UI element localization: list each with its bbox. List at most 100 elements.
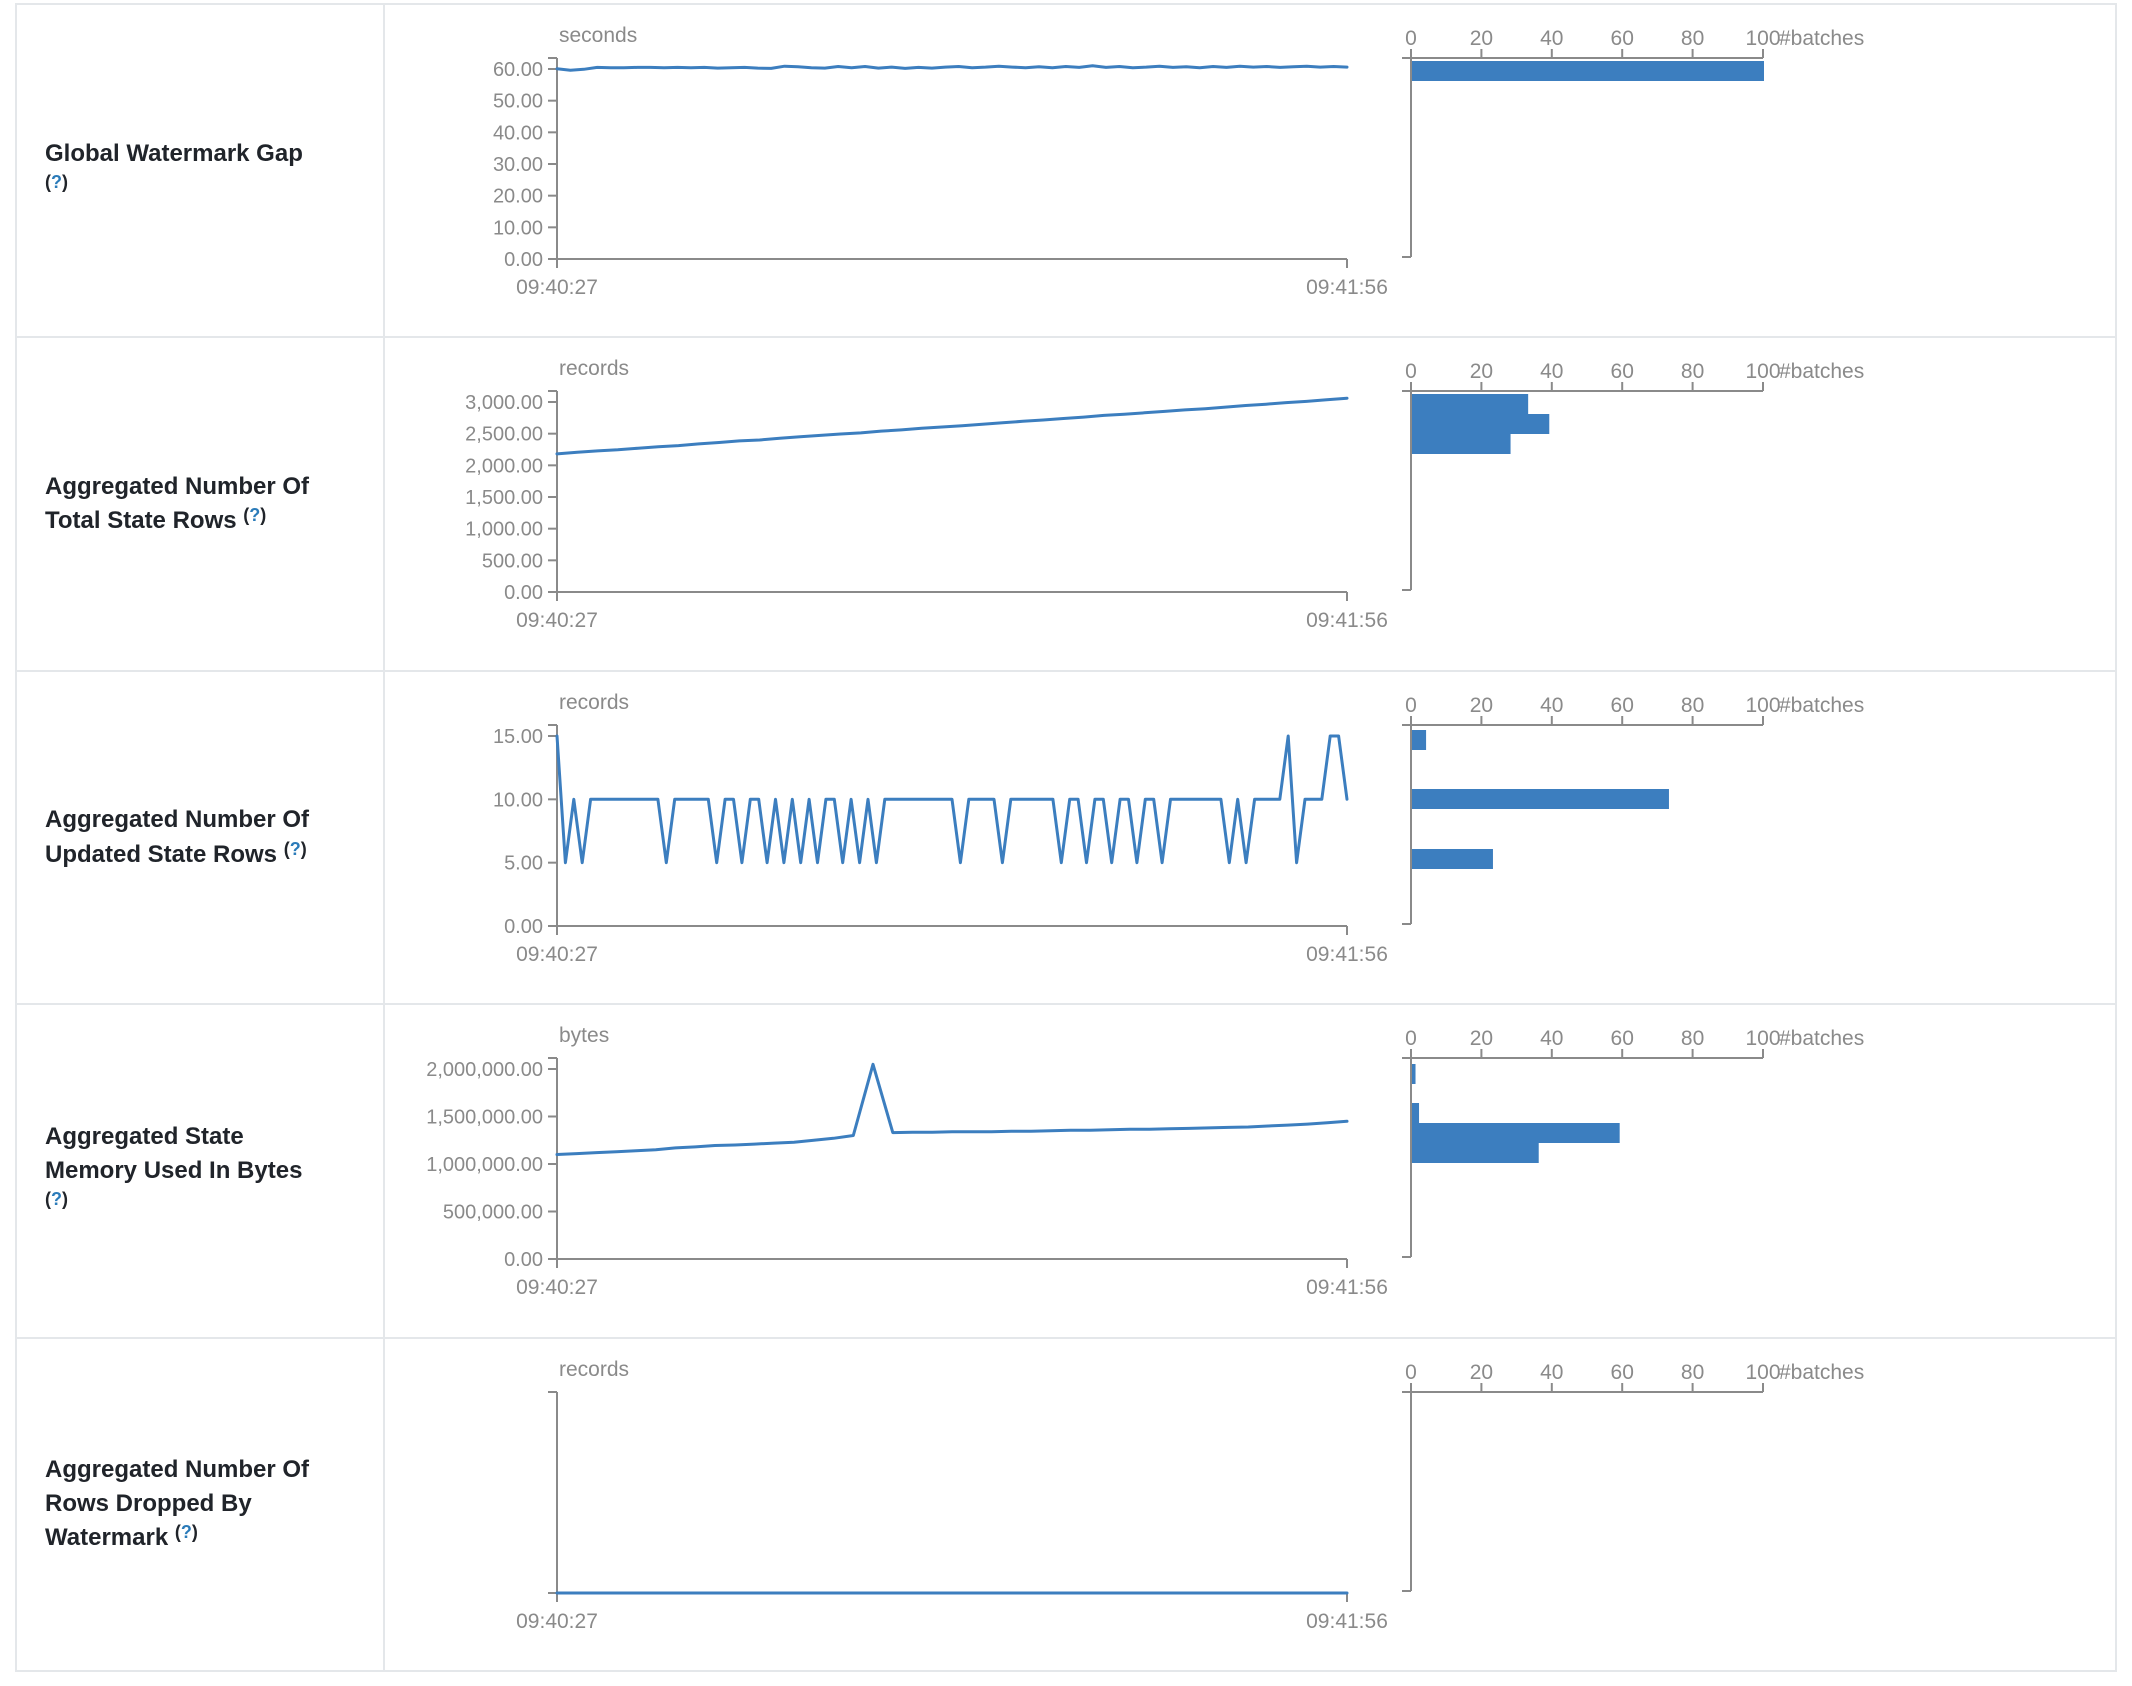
- svg-text:30.00: 30.00: [493, 154, 543, 176]
- help-marker: (?): [45, 171, 68, 192]
- svg-text:60: 60: [1611, 1361, 1634, 1384]
- svg-text:40: 40: [1540, 694, 1563, 717]
- timeline-chart: seconds 60.00 50.00 40.00 30.00 20.00 10.00 0.0…: [493, 24, 1388, 299]
- metric-row-updated-state-rows: Aggregated Number Of Updated State Rows …: [17, 669, 2115, 1004]
- svg-text:#batches: #batches: [1779, 27, 1864, 50]
- metric-label-cell: Aggregated Number Of Rows Dropped By Wat…: [17, 1338, 385, 1671]
- histogram-chart: 0 20 40 60 80 100#batches: [1402, 27, 1864, 258]
- help-marker: (?): [283, 838, 307, 859]
- svg-text:40.00: 40.00: [493, 122, 543, 144]
- svg-text:#batches: #batches: [1779, 1361, 1864, 1384]
- svg-text:0: 0: [1405, 1027, 1417, 1050]
- svg-text:1,000,000.00: 1,000,000.00: [426, 1154, 543, 1176]
- svg-text:20: 20: [1470, 694, 1493, 717]
- svg-text:09:40:27: 09:40:27: [516, 943, 598, 966]
- help-link[interactable]: ?: [51, 1188, 62, 1209]
- metric-label-text: Global Watermark Gap: [45, 139, 303, 167]
- timeline-chart: records 15.00 10.00 5.00 0.00 09:40:27 09:41:5…: [493, 691, 1388, 966]
- svg-text:2,000,000.00: 2,000,000.00: [426, 1059, 543, 1081]
- timeline-chart: records 3,000.00 2,500.00 2,000.00 1,500.00 1…: [465, 357, 1388, 632]
- svg-text:0.00: 0.00: [504, 582, 543, 604]
- metric-label: Global Watermark Gap (?): [45, 137, 330, 205]
- svg-text:500,000.00: 500,000.00: [443, 1202, 543, 1224]
- svg-text:60.00: 60.00: [493, 59, 543, 81]
- svg-text:09:40:27: 09:40:27: [516, 1276, 598, 1299]
- metric-label-text: Aggregated Number Of Updated State Rows: [45, 806, 310, 868]
- svg-text:3,000.00: 3,000.00: [465, 392, 543, 414]
- metric-label-cell: Aggregated Number Of Total State Rows (?…: [17, 338, 385, 670]
- svg-text:09:41:56: 09:41:56: [1306, 1276, 1388, 1299]
- svg-text:60: 60: [1611, 27, 1634, 50]
- svg-text:80: 80: [1681, 1027, 1704, 1050]
- svg-text:0: 0: [1405, 694, 1417, 717]
- svg-text:#batches: #batches: [1779, 694, 1864, 717]
- svg-text:0.00: 0.00: [504, 1249, 543, 1271]
- help-link[interactable]: ?: [289, 838, 301, 859]
- metric-row-total-state-rows: Aggregated Number Of Total State Rows (?…: [17, 336, 2115, 670]
- svg-text:20: 20: [1470, 360, 1493, 383]
- svg-text:09:41:56: 09:41:56: [1306, 276, 1388, 299]
- metric-row-global-watermark-gap: Global Watermark Gap (?) seconds 60.00 50.…: [17, 5, 2115, 337]
- svg-text:100: 100: [1745, 1361, 1780, 1384]
- metric-label: Aggregated Number Of Updated State Rows …: [45, 803, 330, 871]
- svg-text:40: 40: [1540, 27, 1563, 50]
- svg-text:09:40:27: 09:40:27: [516, 276, 598, 299]
- svg-text:0.00: 0.00: [504, 916, 543, 938]
- svg-text:500.00: 500.00: [482, 551, 543, 573]
- help-marker: (?): [174, 1522, 198, 1543]
- metric-label: Aggregated Number Of Total State Rows (?…: [45, 470, 330, 538]
- help-link[interactable]: ?: [249, 505, 261, 526]
- chart-cell: records 15.00 10.00 5.00 0.00 09:40:27 09:41:5…: [385, 672, 2115, 1003]
- svg-text:bytes: bytes: [559, 1024, 609, 1047]
- svg-text:1,500,000.00: 1,500,000.00: [426, 1107, 543, 1129]
- svg-text:records: records: [559, 357, 629, 380]
- svg-text:seconds: seconds: [559, 24, 637, 47]
- svg-text:1,000.00: 1,000.00: [465, 519, 543, 541]
- svg-text:100: 100: [1745, 1027, 1780, 1050]
- chart-cell: seconds 60.00 50.00 40.00 30.00 20.00 10.00 0.0…: [385, 5, 2115, 336]
- help-marker: (?): [45, 1188, 68, 1209]
- histogram-chart: 0 20 40 60 80 100#batches: [1402, 1361, 1864, 1592]
- metric-row-state-memory-used: Aggregated State Memory Used In Bytes (?…: [17, 1003, 2115, 1337]
- svg-text:2,000.00: 2,000.00: [465, 456, 543, 478]
- svg-text:09:41:56: 09:41:56: [1306, 1610, 1388, 1633]
- svg-text:records: records: [559, 691, 629, 714]
- svg-text:100: 100: [1745, 694, 1780, 717]
- svg-text:10.00: 10.00: [493, 217, 543, 239]
- svg-text:0: 0: [1405, 360, 1417, 383]
- svg-text:100: 100: [1745, 360, 1780, 383]
- chart-cell: records 09:40:27 09:41:56 0 20 40 60 80 100 #bat…: [385, 1339, 2115, 1670]
- metric-label-cell: Global Watermark Gap (?): [17, 5, 385, 337]
- metric-label-text: Aggregated Number Of Total State Rows: [45, 473, 310, 535]
- svg-text:40: 40: [1540, 360, 1563, 383]
- svg-text:20: 20: [1470, 27, 1493, 50]
- metric-label: Aggregated Number Of Rows Dropped By Wat…: [45, 1453, 330, 1555]
- svg-text:40: 40: [1540, 1027, 1563, 1050]
- metric-label-text: Aggregated Number Of Rows Dropped By Wat…: [45, 1456, 310, 1552]
- help-marker: (?): [243, 505, 267, 526]
- svg-text:60: 60: [1611, 694, 1634, 717]
- svg-text:20: 20: [1470, 1361, 1493, 1384]
- svg-text:09:40:27: 09:40:27: [516, 1610, 598, 1633]
- help-link[interactable]: ?: [180, 1522, 192, 1543]
- svg-text:#batches: #batches: [1779, 1027, 1864, 1050]
- histogram-chart: 0 20 40 60 80 100#batches: [1402, 360, 1864, 592]
- svg-text:#batches: #batches: [1779, 360, 1864, 383]
- svg-text:09:41:56: 09:41:56: [1306, 943, 1388, 966]
- svg-text:100: 100: [1745, 27, 1780, 50]
- watermark-metrics-table: Global Watermark Gap (?) seconds 60.00 50.…: [15, 3, 2117, 1672]
- help-link[interactable]: ?: [51, 171, 62, 192]
- histogram-chart: 0 20 40 60 80 100#batches: [1402, 1027, 1864, 1259]
- svg-text:80: 80: [1681, 694, 1704, 717]
- svg-text:0: 0: [1405, 1361, 1417, 1384]
- metric-label-text: Aggregated State Memory Used In Bytes: [45, 1122, 303, 1184]
- svg-text:15.00: 15.00: [493, 726, 543, 748]
- svg-text:09:40:27: 09:40:27: [516, 609, 598, 632]
- svg-text:5.00: 5.00: [504, 852, 543, 874]
- svg-text:2,500.00: 2,500.00: [465, 424, 543, 446]
- svg-text:0: 0: [1405, 27, 1417, 50]
- metric-label-cell: Aggregated Number Of Updated State Rows …: [17, 671, 385, 1004]
- metric-label-cell: Aggregated State Memory Used In Bytes (?…: [17, 1005, 385, 1337]
- svg-text:60: 60: [1611, 360, 1634, 383]
